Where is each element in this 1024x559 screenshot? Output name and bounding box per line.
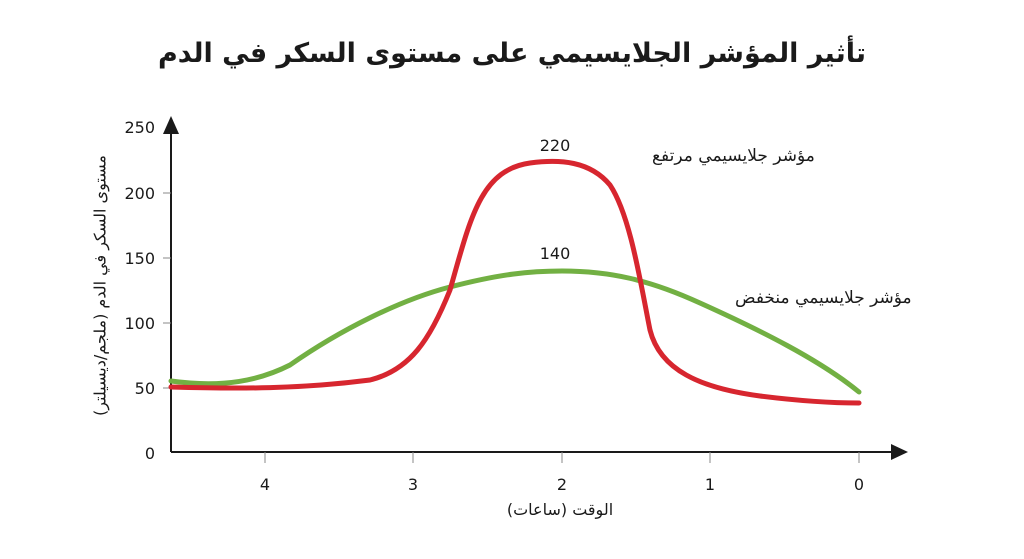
chart-title: تأثير المؤشر الجلايسيمي على مستوى السكر … — [157, 38, 866, 69]
svg-text:3: 3 — [408, 475, 418, 494]
legend-low-gi: مؤشر جلايسيمي منخفض — [735, 288, 912, 308]
peak-label-high: 220 — [540, 136, 571, 155]
svg-text:50: 50 — [135, 379, 155, 398]
svg-text:100: 100 — [124, 314, 155, 333]
x-tick-labels: 4 3 2 1 0 — [260, 475, 864, 494]
y-axis — [163, 116, 179, 452]
svg-text:150: 150 — [124, 249, 155, 268]
svg-text:200: 200 — [124, 184, 155, 203]
svg-text:4: 4 — [260, 475, 270, 494]
svg-text:2: 2 — [557, 475, 567, 494]
svg-text:0: 0 — [854, 475, 864, 494]
svg-text:250: 250 — [124, 118, 155, 137]
high-gi-curve — [168, 158, 862, 406]
y-axis-label: مستوى السكر في الدم (ملجم/ديسيلتر) — [90, 154, 110, 417]
low-gi-curve — [168, 268, 862, 395]
y-axis-arrow-icon — [163, 116, 179, 134]
peak-label-low: 140 — [540, 244, 571, 263]
x-axis-label: الوقت (ساعات) — [506, 500, 614, 519]
x-axis — [171, 444, 908, 460]
legend-high-gi: مؤشر جلايسيمي مرتفع — [652, 146, 815, 166]
svg-text:0: 0 — [145, 444, 155, 463]
y-ticks — [163, 192, 171, 389]
svg-text:1: 1 — [705, 475, 715, 494]
x-ticks — [264, 452, 860, 463]
y-tick-labels: 250 200 150 100 50 0 — [124, 118, 155, 463]
x-axis-arrow-icon — [891, 444, 908, 460]
